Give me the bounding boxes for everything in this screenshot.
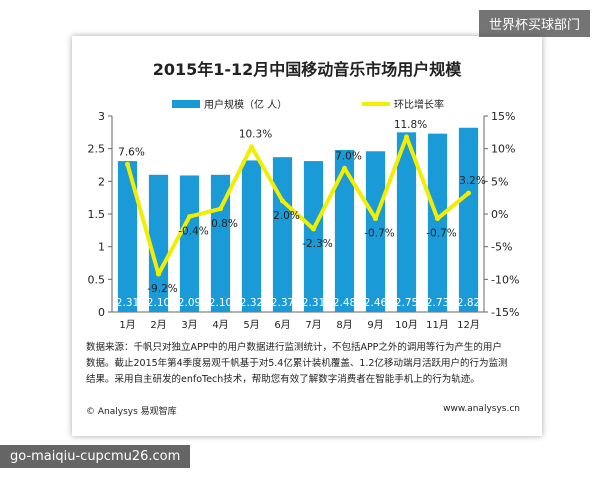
- website-text: www.analysys.cn: [443, 404, 520, 414]
- y-left-tick-label: 1: [98, 241, 105, 254]
- y-right-tick-label: -15%: [491, 306, 519, 319]
- y-right-tick-label: 15%: [491, 110, 515, 123]
- y-right-tick-label: 5%: [491, 175, 508, 188]
- growth-value-label: 0.8%: [211, 218, 238, 230]
- y-left-tick-label: 0.5: [88, 273, 106, 286]
- y-left-tick-label: 1.5: [88, 208, 106, 221]
- y-left-tick-label: 3: [98, 110, 105, 123]
- note-line-3: 结果。采用自主研发的enfoTech技术，帮助您有效了解数字消费者在智能手机上的…: [86, 374, 480, 385]
- legend-item-users: 用户规模（亿 人）: [172, 96, 287, 111]
- growth-point: [311, 226, 316, 232]
- y-left-tick-label: 2.5: [88, 143, 106, 156]
- legend-swatch-bar: [172, 99, 200, 108]
- note-line-1: 数据来源：千帆只对独立APP中的用户数据进行监测统计，不包括APP之外的调用等行…: [86, 342, 502, 353]
- bar: [272, 157, 293, 312]
- bar-value-label: 2.48: [333, 297, 356, 309]
- y-right-tick-label: 0%: [491, 208, 508, 221]
- x-tick-label: 3月: [181, 319, 197, 331]
- growth-value-label: 7.6%: [118, 146, 145, 158]
- data-source-note: 数据来源：千帆只对独立APP中的用户数据进行监测统计，不包括APP之外的调用等行…: [86, 340, 526, 388]
- growth-value-label: -0.7%: [364, 228, 394, 240]
- legend-label-users: 用户规模（亿 人）: [204, 100, 288, 111]
- growth-value-label: 10.3%: [239, 129, 272, 141]
- growth-point: [125, 161, 130, 167]
- bar: [334, 149, 355, 312]
- bar-value-label: 2.37: [271, 297, 294, 309]
- bar-value-label: 2.10: [147, 297, 170, 309]
- growth-value-label: 2.0%: [273, 210, 300, 222]
- growth-value-label: 3.2%: [459, 175, 486, 187]
- x-tick-label: 4月: [212, 319, 228, 331]
- bar: [117, 161, 138, 312]
- growth-value-label: -2.3%: [302, 238, 332, 250]
- y-left-tick-label: 0: [98, 306, 105, 319]
- growth-value-label: 7.0%: [335, 150, 362, 162]
- bar-value-label: 2.32: [240, 297, 263, 309]
- legend-label-growth: 环比增长率: [394, 100, 444, 111]
- watermark-top: 世界杯买球部门: [478, 10, 590, 37]
- watermark-bottom: go-maiqiu-cupcmu26.com: [0, 445, 191, 468]
- growth-point: [342, 165, 347, 171]
- growth-point: [435, 216, 440, 222]
- growth-value-label: -0.7%: [426, 228, 456, 240]
- chart-plot: 0 0.5 1 1.5 2 2.5 3 -15% -10% -5% 0% 5% 10% 15% 2.31 1月…: [88, 110, 520, 331]
- copyright-text: © Analysys 易观智库: [86, 407, 177, 417]
- growth-point: [187, 214, 192, 220]
- x-tick-label: 10月: [395, 319, 418, 331]
- growth-point: [156, 271, 161, 277]
- bar-value-label: 2.75: [395, 297, 418, 309]
- growth-point: [373, 216, 378, 222]
- bar: [396, 132, 417, 312]
- x-tick-label: 2月: [150, 319, 166, 331]
- x-tick-label: 6月: [274, 319, 290, 331]
- bar-value-label: 2.09: [178, 297, 201, 309]
- y-right-tick-label: -5%: [491, 241, 512, 254]
- bar: [365, 151, 386, 312]
- growth-point: [249, 144, 254, 150]
- bar-value-label: 2.46: [364, 297, 388, 309]
- growth-value-label: -0.4%: [178, 226, 208, 238]
- growth-value-label: 11.8%: [394, 119, 427, 131]
- y-left-tick-label: 2: [98, 175, 105, 188]
- legend-swatch-line: [362, 101, 390, 106]
- y-right-tick-label: -10%: [491, 273, 519, 286]
- bar-value-label: 2.31: [302, 297, 325, 309]
- bar-value-label: 2.31: [116, 297, 139, 309]
- bar: [179, 175, 200, 312]
- x-tick-label: 9月: [367, 319, 383, 331]
- growth-point: [404, 134, 409, 140]
- growth-value-label: -9.2%: [147, 283, 177, 295]
- legend-item-growth: 环比增长率: [362, 96, 444, 111]
- bar-value-label: 2.10: [209, 297, 232, 309]
- y-right-tick-label: 10%: [491, 143, 515, 156]
- growth-line: [125, 134, 470, 277]
- bar-value-label: 2.73: [426, 297, 449, 309]
- growth-point: [280, 198, 285, 204]
- chart-card: 2015年1-12月中国移动音乐市场用户规模 用户规模（亿 人） 环比增长率 0…: [72, 36, 542, 436]
- growth-point: [218, 206, 223, 212]
- note-line-2: 数据。截止2015年第4季度易观千帆基于对5.4亿累计装机覆盖、1.2亿移动端月…: [86, 358, 508, 369]
- bar: [148, 174, 169, 312]
- bar: [458, 127, 479, 312]
- bar: [241, 160, 262, 312]
- x-tick-label: 1月: [119, 319, 135, 331]
- x-tick-label: 11月: [426, 319, 449, 331]
- bar: [427, 133, 448, 312]
- bar: [303, 161, 324, 312]
- x-tick-label: 7月: [305, 319, 321, 331]
- growth-point: [466, 190, 471, 196]
- bar-value-label: 2.82: [457, 297, 480, 309]
- chart-title: 2015年1-12月中国移动音乐市场用户规模: [152, 60, 462, 79]
- x-tick-label: 12月: [457, 319, 480, 331]
- x-tick-label: 8月: [336, 319, 352, 331]
- x-tick-label: 5月: [243, 319, 259, 331]
